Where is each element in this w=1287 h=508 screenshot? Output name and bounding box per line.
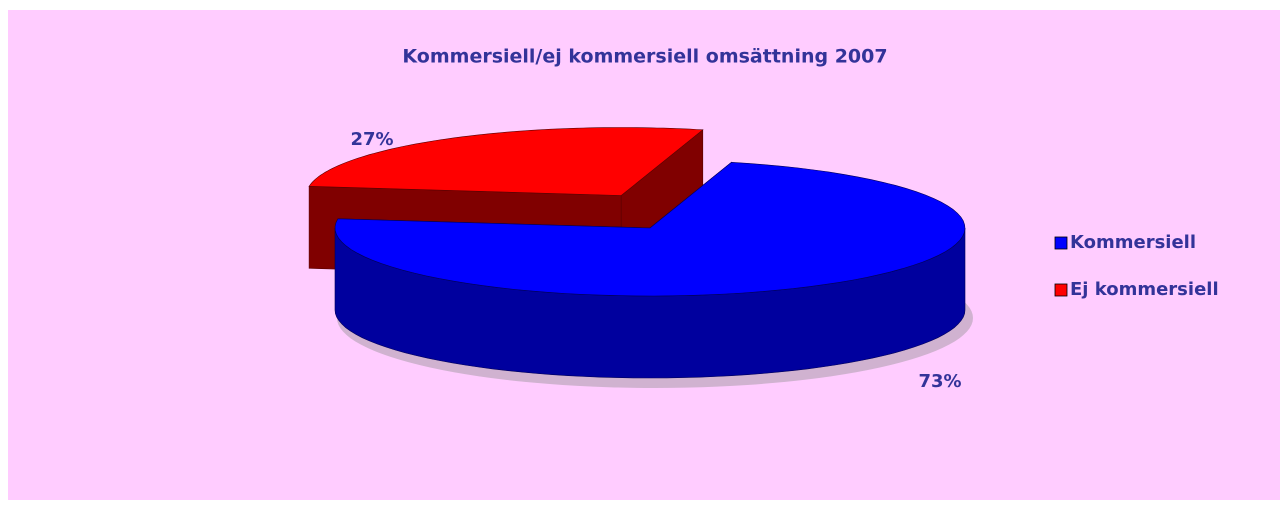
data-label: 27% [350,129,393,150]
data-label: 73% [918,371,961,392]
chart-title: Kommersiell/ej kommersiell omsättning 20… [402,46,887,68]
legend-label: Ej kommersiell [1070,279,1219,300]
slice-top [334,161,966,297]
legend-swatch [1054,283,1068,297]
legend-label: Kommersiell [1070,232,1196,253]
slice-top [308,127,704,196]
pie-slice [334,161,966,379]
legend-swatch [1054,236,1068,250]
